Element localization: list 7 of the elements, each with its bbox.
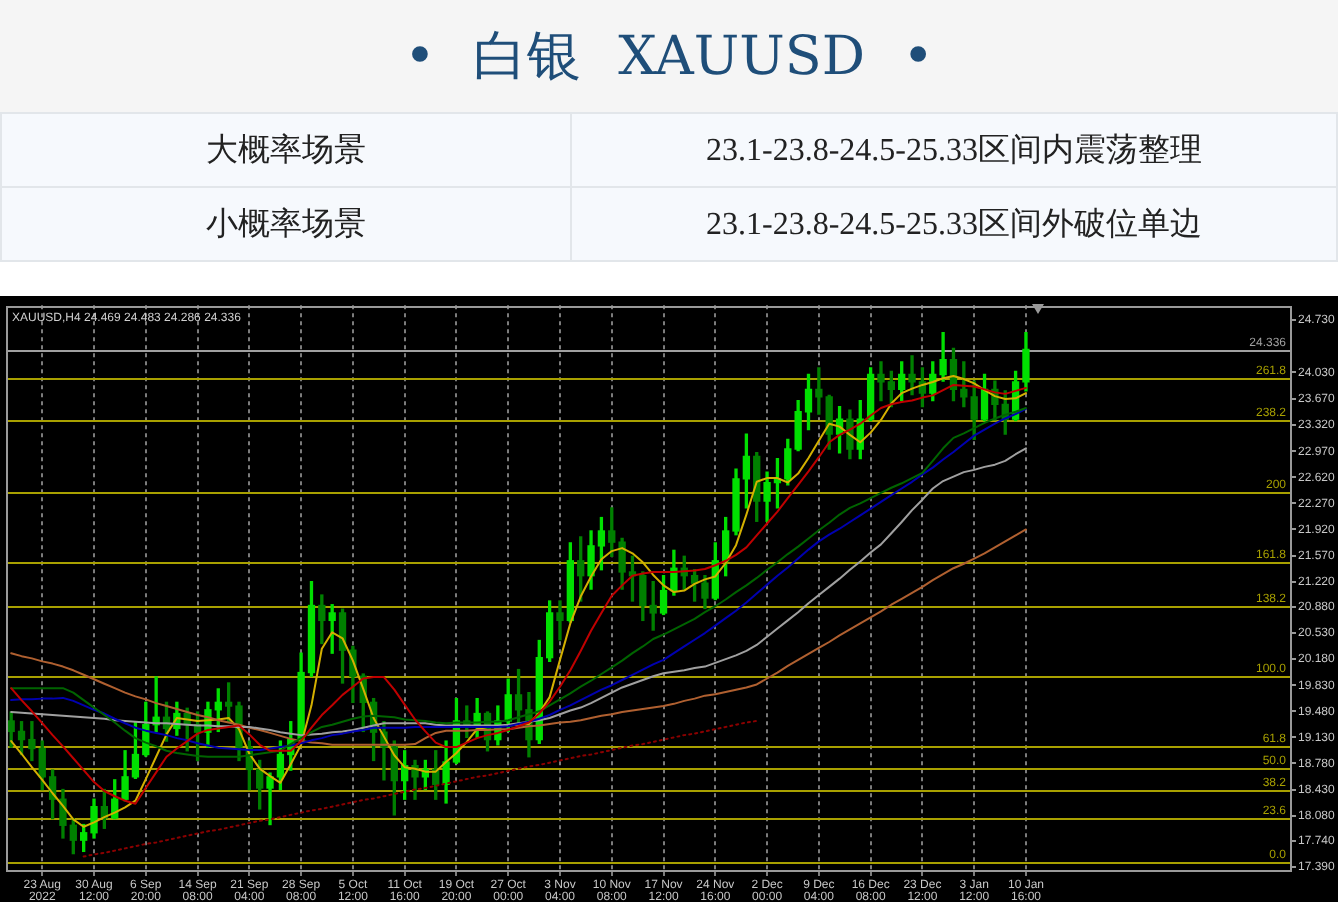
text: 大概率场景 (1, 113, 571, 187)
text: 小概率场景 (1, 187, 571, 261)
line-series (82, 719, 758, 858)
text: 23.1-23.8-24.5-25.33区间内震荡整理 (571, 113, 1337, 187)
candlestick (556, 600, 564, 641)
text: • 白银 XAUUSD • (0, 0, 1338, 112)
text: 23.1-23.8-24.5-25.33区间外破位单边 (571, 187, 1337, 261)
